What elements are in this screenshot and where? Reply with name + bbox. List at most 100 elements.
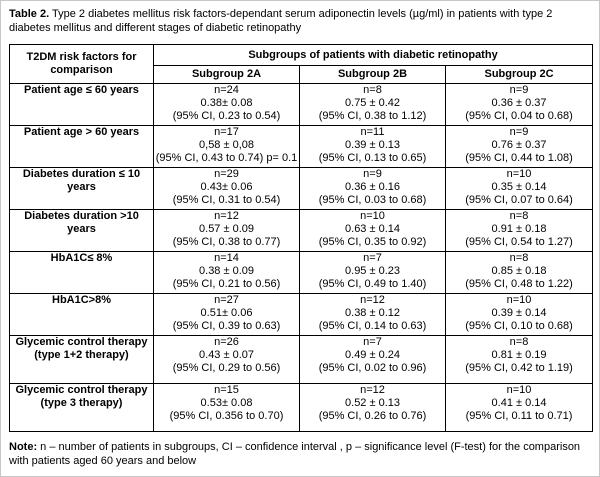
data-cell: n=10 0.63 ± 0.14 (95% CI, 0.35 to 0.92)	[299, 209, 446, 252]
table-row: Patient age > 60 years n=17 0,58 ± 0,08 …	[9, 125, 594, 168]
confidence-interval: (95% CI, 0.38 to 0.77)	[172, 236, 281, 248]
confidence-interval: (95% CI, 0.35 to 0.92)	[318, 236, 427, 248]
mean-sd: 0.63 ± 0.14	[345, 223, 400, 235]
mean-sd: 0.38 ± 0.09	[199, 265, 254, 277]
n-count: n=29	[214, 168, 239, 180]
mean-sd: 0.41 ± 0.14	[491, 397, 547, 409]
data-cell: n=17 0,58 ± 0,08 (95% CI, 0.43 to 0.74) …	[153, 125, 300, 168]
confidence-interval: (95% CI, 0.42 to 1.19)	[465, 362, 573, 374]
confidence-interval: (95% CI, 0.03 to 0.68)	[318, 194, 427, 206]
confidence-interval: (95% CI, 0.54 to 1.27)	[465, 236, 573, 248]
mean-sd: 0.53± 0.08	[200, 397, 253, 409]
n-count: n=26	[214, 336, 239, 348]
n-count: n=15	[214, 384, 239, 396]
confidence-interval: (95% CI, 0.356 to 0.70)	[169, 410, 284, 422]
confidence-interval: (95% CI, 0.11 to 0.71)	[465, 410, 573, 422]
n-count: n=12	[214, 210, 239, 222]
n-count: n=8	[509, 336, 529, 348]
data-cell: n=10 0.39 ± 0.14 (95% CI, 0.10 to 0.68)	[444, 293, 594, 336]
mean-sd: 0.57 ± 0.09	[199, 223, 254, 235]
n-count: n=17	[214, 126, 239, 138]
mean-sd: 0.49 ± 0.24	[345, 349, 400, 361]
data-cell: n=8 0.91 ± 0.18 (95% CI, 0.54 to 1.27)	[444, 209, 594, 252]
mean-sd: 0.85 ± 0.18	[491, 265, 547, 277]
data-cell: n=9 0.36 ± 0.37 (95% CI, 0.04 to 0.68)	[444, 83, 594, 126]
row-label: Glycemic control therapy (type 3 therapy…	[9, 383, 154, 432]
n-count: n=12	[360, 294, 385, 306]
data-cell: n=9 0.76 ± 0.37 (95% CI, 0.44 to 1.08)	[444, 125, 594, 168]
confidence-interval: (95% CI, 0.38 to 1.12)	[318, 110, 427, 122]
n-count: n=12	[360, 384, 385, 396]
n-count: n=27	[214, 294, 239, 306]
data-cell: n=10 0.35 ± 0.14 (95% CI, 0.07 to 0.64)	[444, 167, 594, 210]
n-count: n=8	[509, 210, 529, 222]
mean-sd: 0.36 ± 0.16	[345, 181, 400, 193]
confidence-interval: (95% CI, 0.31 to 0.54)	[172, 194, 281, 206]
data-cell: n=27 0.51± 0.06 (95% CI, 0.39 to 0.63)	[153, 293, 300, 336]
table-row: Diabetes duration >10 years n=12 0.57 ± …	[9, 209, 594, 252]
row-label: HbA1C>8%	[9, 293, 154, 336]
mean-sd: 0.81 ± 0.19	[491, 349, 547, 361]
confidence-interval: (95% CI, 0.29 to 0.56)	[172, 362, 281, 374]
mean-sd: 0.95 ± 0.23	[345, 265, 400, 277]
row-label: Patient age ≤ 60 years	[9, 83, 154, 126]
mean-sd: 0.75 ± 0.42	[345, 97, 400, 109]
data-cell: n=29 0.43± 0.06 (95% CI, 0.31 to 0.54)	[153, 167, 300, 210]
table-row: Patient age ≤ 60 years n=24 0.38± 0.08 (…	[9, 83, 594, 126]
row-label: HbA1C≤ 8%	[9, 251, 154, 294]
data-cell: n=8 0.75 ± 0.42 (95% CI, 0.38 to 1.12)	[299, 83, 446, 126]
adiponectin-table: T2DM risk factors for comparison Subgrou…	[9, 44, 594, 432]
note-label: Note:	[9, 441, 38, 453]
mean-sd: 0.38± 0.08	[200, 97, 253, 109]
n-count: n=7	[363, 252, 382, 264]
data-cell: n=26 0.43 ± 0.07 (95% CI, 0.29 to 0.56)	[153, 335, 300, 384]
confidence-interval: (95% CI, 0.48 to 1.22)	[465, 278, 573, 290]
header-row-1: T2DM risk factors for comparison Subgrou…	[9, 44, 594, 84]
data-cell: n=10 0.41 ± 0.14 (95% CI, 0.11 to 0.71)	[444, 383, 594, 432]
n-count: n=11	[360, 126, 385, 138]
data-cell: n=14 0.38 ± 0.09 (95% CI, 0.21 to 0.56)	[153, 251, 300, 294]
subgroups-group-header: Subgroups of patients with diabetic reti…	[152, 44, 594, 66]
row-label: Glycemic control therapy (type 1+2 thera…	[9, 335, 154, 384]
mean-sd: 0.36 ± 0.37	[491, 97, 547, 109]
n-count: n=10	[506, 168, 532, 180]
n-count: n=7	[363, 336, 382, 348]
n-count: n=14	[214, 252, 239, 264]
note-text: n – number of patients in subgroups, CI …	[9, 441, 581, 467]
mean-sd: 0.91 ± 0.18	[491, 223, 547, 235]
mean-sd: 0.52 ± 0.13	[345, 397, 400, 409]
confidence-interval: (95% CI, 0.10 to 0.68)	[465, 320, 573, 332]
confidence-interval: (95% CI, 0.44 to 1.08)	[465, 152, 573, 164]
confidence-interval: (95% CI, 0.13 to 0.65)	[318, 152, 427, 164]
n-count: n=24	[214, 84, 239, 96]
table-row: Glycemic control therapy (type 3 therapy…	[9, 383, 594, 432]
row-label: Diabetes duration ≤ 10 years	[9, 167, 154, 210]
n-count: n=10	[506, 384, 532, 396]
data-cell: n=12 0.52 ± 0.13 (95% CI, 0.26 to 0.76)	[299, 383, 446, 432]
confidence-interval: (95% CI, 0.26 to 0.76)	[318, 410, 427, 422]
subgroup-2a-header: Subgroup 2A	[153, 65, 300, 84]
n-count: n=9	[509, 126, 529, 138]
n-count: n=10	[360, 210, 385, 222]
mean-sd: 0.43± 0.06	[200, 181, 253, 193]
confidence-interval: (95% CI, 0.39 to 0.63)	[172, 320, 281, 332]
confidence-interval: (95% CI, 0.04 to 0.68)	[465, 110, 573, 122]
data-cell: n=15 0.53± 0.08 (95% CI, 0.356 to 0.70)	[153, 383, 300, 432]
subgroup-2c-header: Subgroup 2C	[444, 65, 594, 84]
table-caption-label: Table 2.	[9, 8, 50, 20]
data-cell: n=24 0.38± 0.08 (95% CI, 0.23 to 0.54)	[153, 83, 300, 126]
mean-sd: 0.39 ± 0.14	[491, 307, 547, 319]
table-row: Diabetes duration ≤ 10 years n=29 0.43± …	[9, 167, 594, 210]
data-cell: n=9 0.36 ± 0.16 (95% CI, 0.03 to 0.68)	[299, 167, 446, 210]
confidence-interval: (95% CI, 0.23 to 0.54)	[172, 110, 281, 122]
data-cell: n=12 0.57 ± 0.09 (95% CI, 0.38 to 0.77)	[153, 209, 300, 252]
mean-sd: 0,58 ± 0,08	[199, 139, 254, 151]
subgroup-2b-header: Subgroup 2B	[299, 65, 446, 84]
data-cell: n=7 0.49 ± 0.24 (95% CI, 0.02 to 0.96)	[299, 335, 446, 384]
data-cell: n=12 0.38 ± 0.12 (95% CI, 0.14 to 0.63)	[299, 293, 446, 336]
mean-sd: 0.76 ± 0.37	[491, 139, 547, 151]
data-cell: n=11 0.39 ± 0.13 (95% CI, 0.13 to 0.65)	[299, 125, 446, 168]
table-caption: Table 2. Type 2 diabetes mellitus risk f…	[9, 7, 591, 35]
mean-sd: 0.39 ± 0.13	[345, 139, 400, 151]
